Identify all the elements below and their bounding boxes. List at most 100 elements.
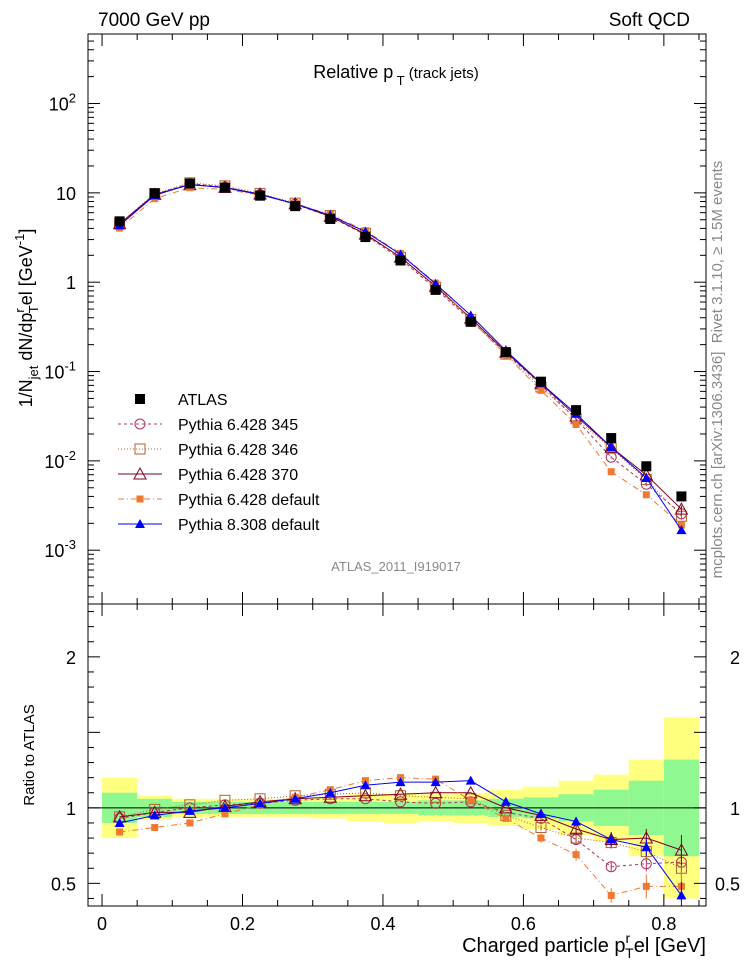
marker <box>500 347 511 358</box>
x-tick-label: 0.4 <box>370 914 395 934</box>
marker <box>186 819 194 827</box>
marker <box>114 216 125 227</box>
marker <box>535 808 546 818</box>
marker <box>358 788 373 802</box>
marker <box>395 255 406 266</box>
marker <box>428 785 443 799</box>
legend-label: Pythia 6.428 345 <box>178 417 298 434</box>
ratio-tick-label-left: 1 <box>66 799 76 819</box>
main-series-line <box>119 184 682 510</box>
main-series <box>112 177 689 535</box>
marker <box>465 775 476 785</box>
marker <box>325 787 336 797</box>
legend: ATLAS Pythia 6.428 345 Pythia 6.428 346 Pyt… <box>118 392 320 534</box>
marker <box>395 796 407 808</box>
x-axis-label: Charged particle pr Tel [GeV] <box>462 930 706 961</box>
y-tick-label: 10 <box>56 184 76 204</box>
marker <box>134 418 146 430</box>
marker <box>571 816 582 826</box>
marker <box>572 421 580 429</box>
marker <box>641 461 652 472</box>
marker <box>360 780 371 790</box>
marker <box>606 834 617 844</box>
marker <box>255 190 266 201</box>
legend-label: Pythia 6.428 default <box>178 492 320 509</box>
legend-label: Pythia 8.308 default <box>178 517 320 534</box>
y-tick-label: 10-1 <box>44 359 76 383</box>
y-tick-label: 1 <box>66 273 76 293</box>
y-tick-label: 10-2 <box>44 448 76 472</box>
ratio-tick-label-right: 1 <box>730 799 740 819</box>
marker <box>676 890 687 900</box>
legend-label: Pythia 6.428 370 <box>178 467 298 484</box>
marker <box>572 851 580 859</box>
x-tick-label: 0.2 <box>230 914 255 934</box>
ratio-tick-label-left: 2 <box>66 648 76 668</box>
ratio-tick-label-right: 0.5 <box>715 874 740 894</box>
axis-ticks: 0 0.2 0.4 0.6 0.8 10-3 10-2 10-1 1 10 102 0.5 0.5 1 1 2… <box>44 33 740 934</box>
marker <box>221 810 229 818</box>
marker <box>606 433 617 444</box>
marker <box>604 440 619 453</box>
marker <box>430 797 442 809</box>
marker <box>395 777 406 787</box>
main-y-axis-label: 1/Njet dN/dprTel [GeV-1] <box>12 229 41 408</box>
marker <box>676 525 687 535</box>
marker <box>135 394 145 404</box>
ratio-series-line <box>119 792 682 851</box>
marker <box>537 386 545 394</box>
marker <box>134 443 146 455</box>
legend-label: Pythia 6.428 346 <box>178 442 298 459</box>
marker <box>606 442 617 452</box>
marker <box>605 861 617 873</box>
marker <box>535 376 546 387</box>
marker <box>135 519 145 528</box>
y-tick-label: 10-3 <box>44 537 76 561</box>
ratio-y-axis-label: Ratio to ATLAS <box>21 704 38 805</box>
marker <box>255 798 266 808</box>
ratio-panel-frame <box>87 603 707 907</box>
marker <box>677 521 685 529</box>
category-label: Soft QCD <box>609 10 690 31</box>
marker <box>499 800 513 814</box>
marker <box>393 787 408 800</box>
marker <box>290 201 301 212</box>
ratio-tick-label-right: 2 <box>730 648 740 668</box>
marker <box>149 810 160 820</box>
x-tick-label: 0.8 <box>651 914 676 934</box>
rivet-label: Rivet 3.1.10, ≥ 1.5M events <box>709 161 726 344</box>
main-series-line <box>119 183 682 515</box>
marker <box>360 232 371 243</box>
marker <box>674 502 689 515</box>
marker <box>219 182 230 193</box>
marker <box>535 821 547 833</box>
marker <box>465 316 476 327</box>
marker <box>395 790 407 802</box>
marker <box>607 891 615 899</box>
main-series-line <box>119 187 682 526</box>
marker <box>607 468 615 476</box>
marker <box>184 178 195 189</box>
marker <box>571 405 582 416</box>
marker <box>502 814 510 822</box>
x-tick-label: 0.6 <box>511 914 536 934</box>
marker <box>537 834 545 842</box>
ratio-series-line <box>119 798 682 868</box>
marker <box>149 188 160 199</box>
ratio-series-line <box>119 792 682 869</box>
marker <box>430 284 441 295</box>
analysis-id: ATLAS_2011_I919017 <box>331 559 461 574</box>
marker <box>500 796 511 806</box>
mcplots-label: mcplots.cern.ch [arXiv:1306.3436] <box>709 352 726 579</box>
marker <box>219 802 230 812</box>
marker <box>641 472 652 482</box>
ratio-series <box>112 774 689 906</box>
marker <box>136 495 144 503</box>
marker <box>184 805 195 815</box>
legend-label-data: ATLAS <box>178 392 228 409</box>
marker <box>569 821 583 835</box>
x-tick-label: 0 <box>97 914 107 934</box>
marker <box>467 796 475 804</box>
marker <box>290 793 301 803</box>
